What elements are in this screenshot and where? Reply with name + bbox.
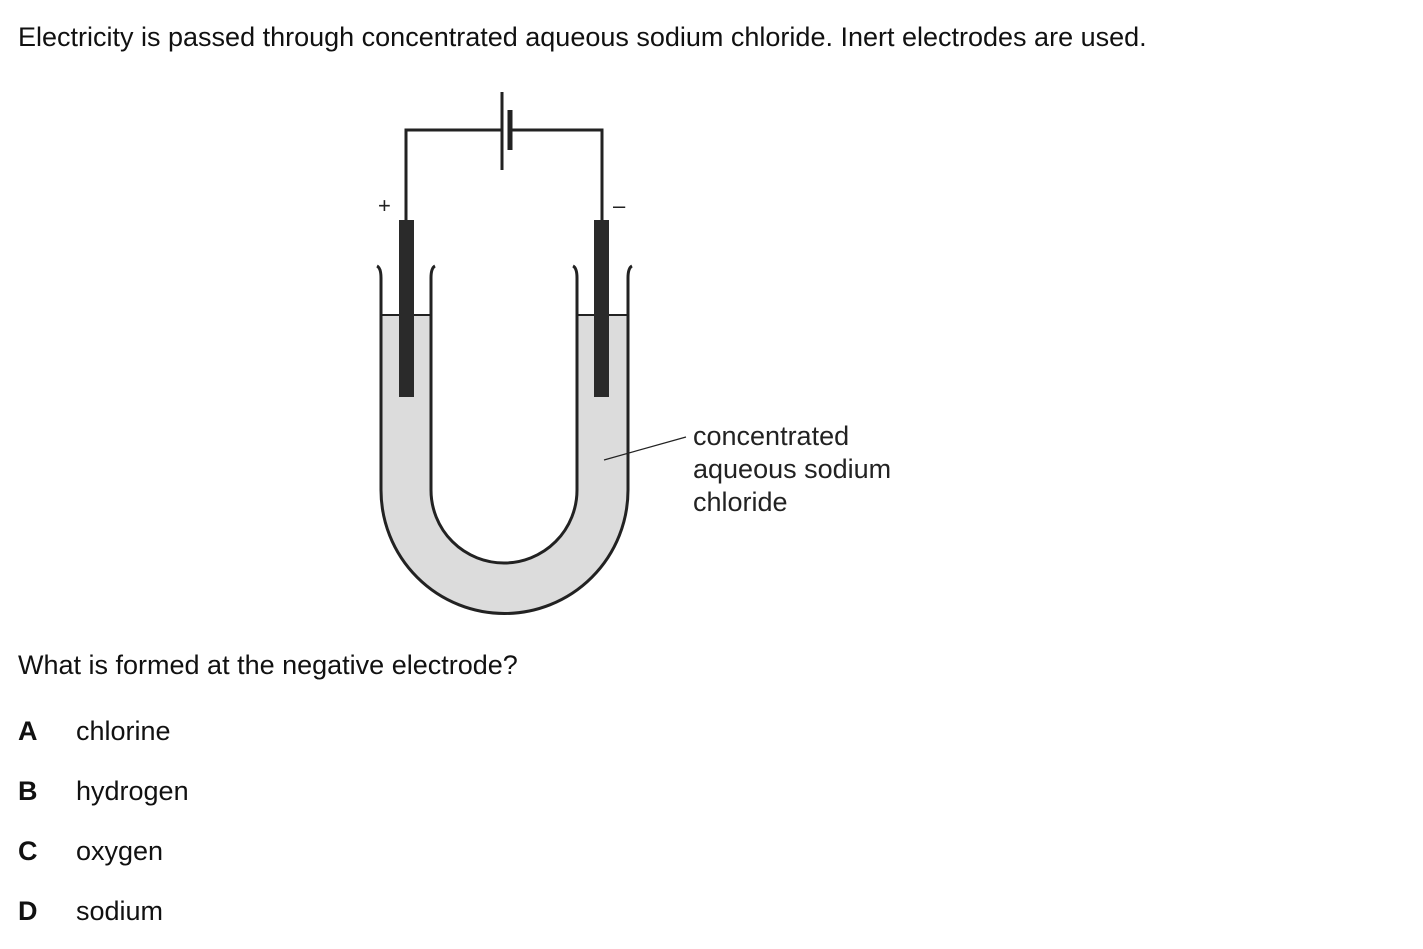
positive-sign: + <box>378 193 391 218</box>
battery-cell <box>500 92 513 170</box>
option-d-letter: D <box>18 896 38 926</box>
solution-label-line-1: concentrated <box>693 421 849 451</box>
positive-electrode <box>399 220 414 397</box>
intro-text: Electricity is passed through concentrat… <box>18 22 1147 52</box>
negative-electrode <box>594 220 609 397</box>
option-d-text: sodium <box>76 896 164 926</box>
question-prompt: What is formed at the negative electrode… <box>18 650 518 680</box>
electrolyte-liquid <box>381 315 628 614</box>
solution-label-line-3: chloride <box>693 487 788 517</box>
circuit-wire <box>404 128 604 222</box>
label-leader-line <box>603 436 687 461</box>
option-a-letter: A <box>18 716 38 746</box>
solution-label: concentrated aqueous sodium chloride <box>693 421 899 517</box>
option-b-letter: B <box>18 776 38 806</box>
option-a-text: chlorine <box>76 716 171 746</box>
option-c-text: oxygen <box>76 836 164 866</box>
option-c-letter: C <box>18 836 38 866</box>
solution-label-line-2: aqueous sodium <box>693 454 891 484</box>
negative-sign: – <box>613 193 626 218</box>
option-b-text: hydrogen <box>76 776 189 806</box>
u-tube <box>376 264 633 615</box>
